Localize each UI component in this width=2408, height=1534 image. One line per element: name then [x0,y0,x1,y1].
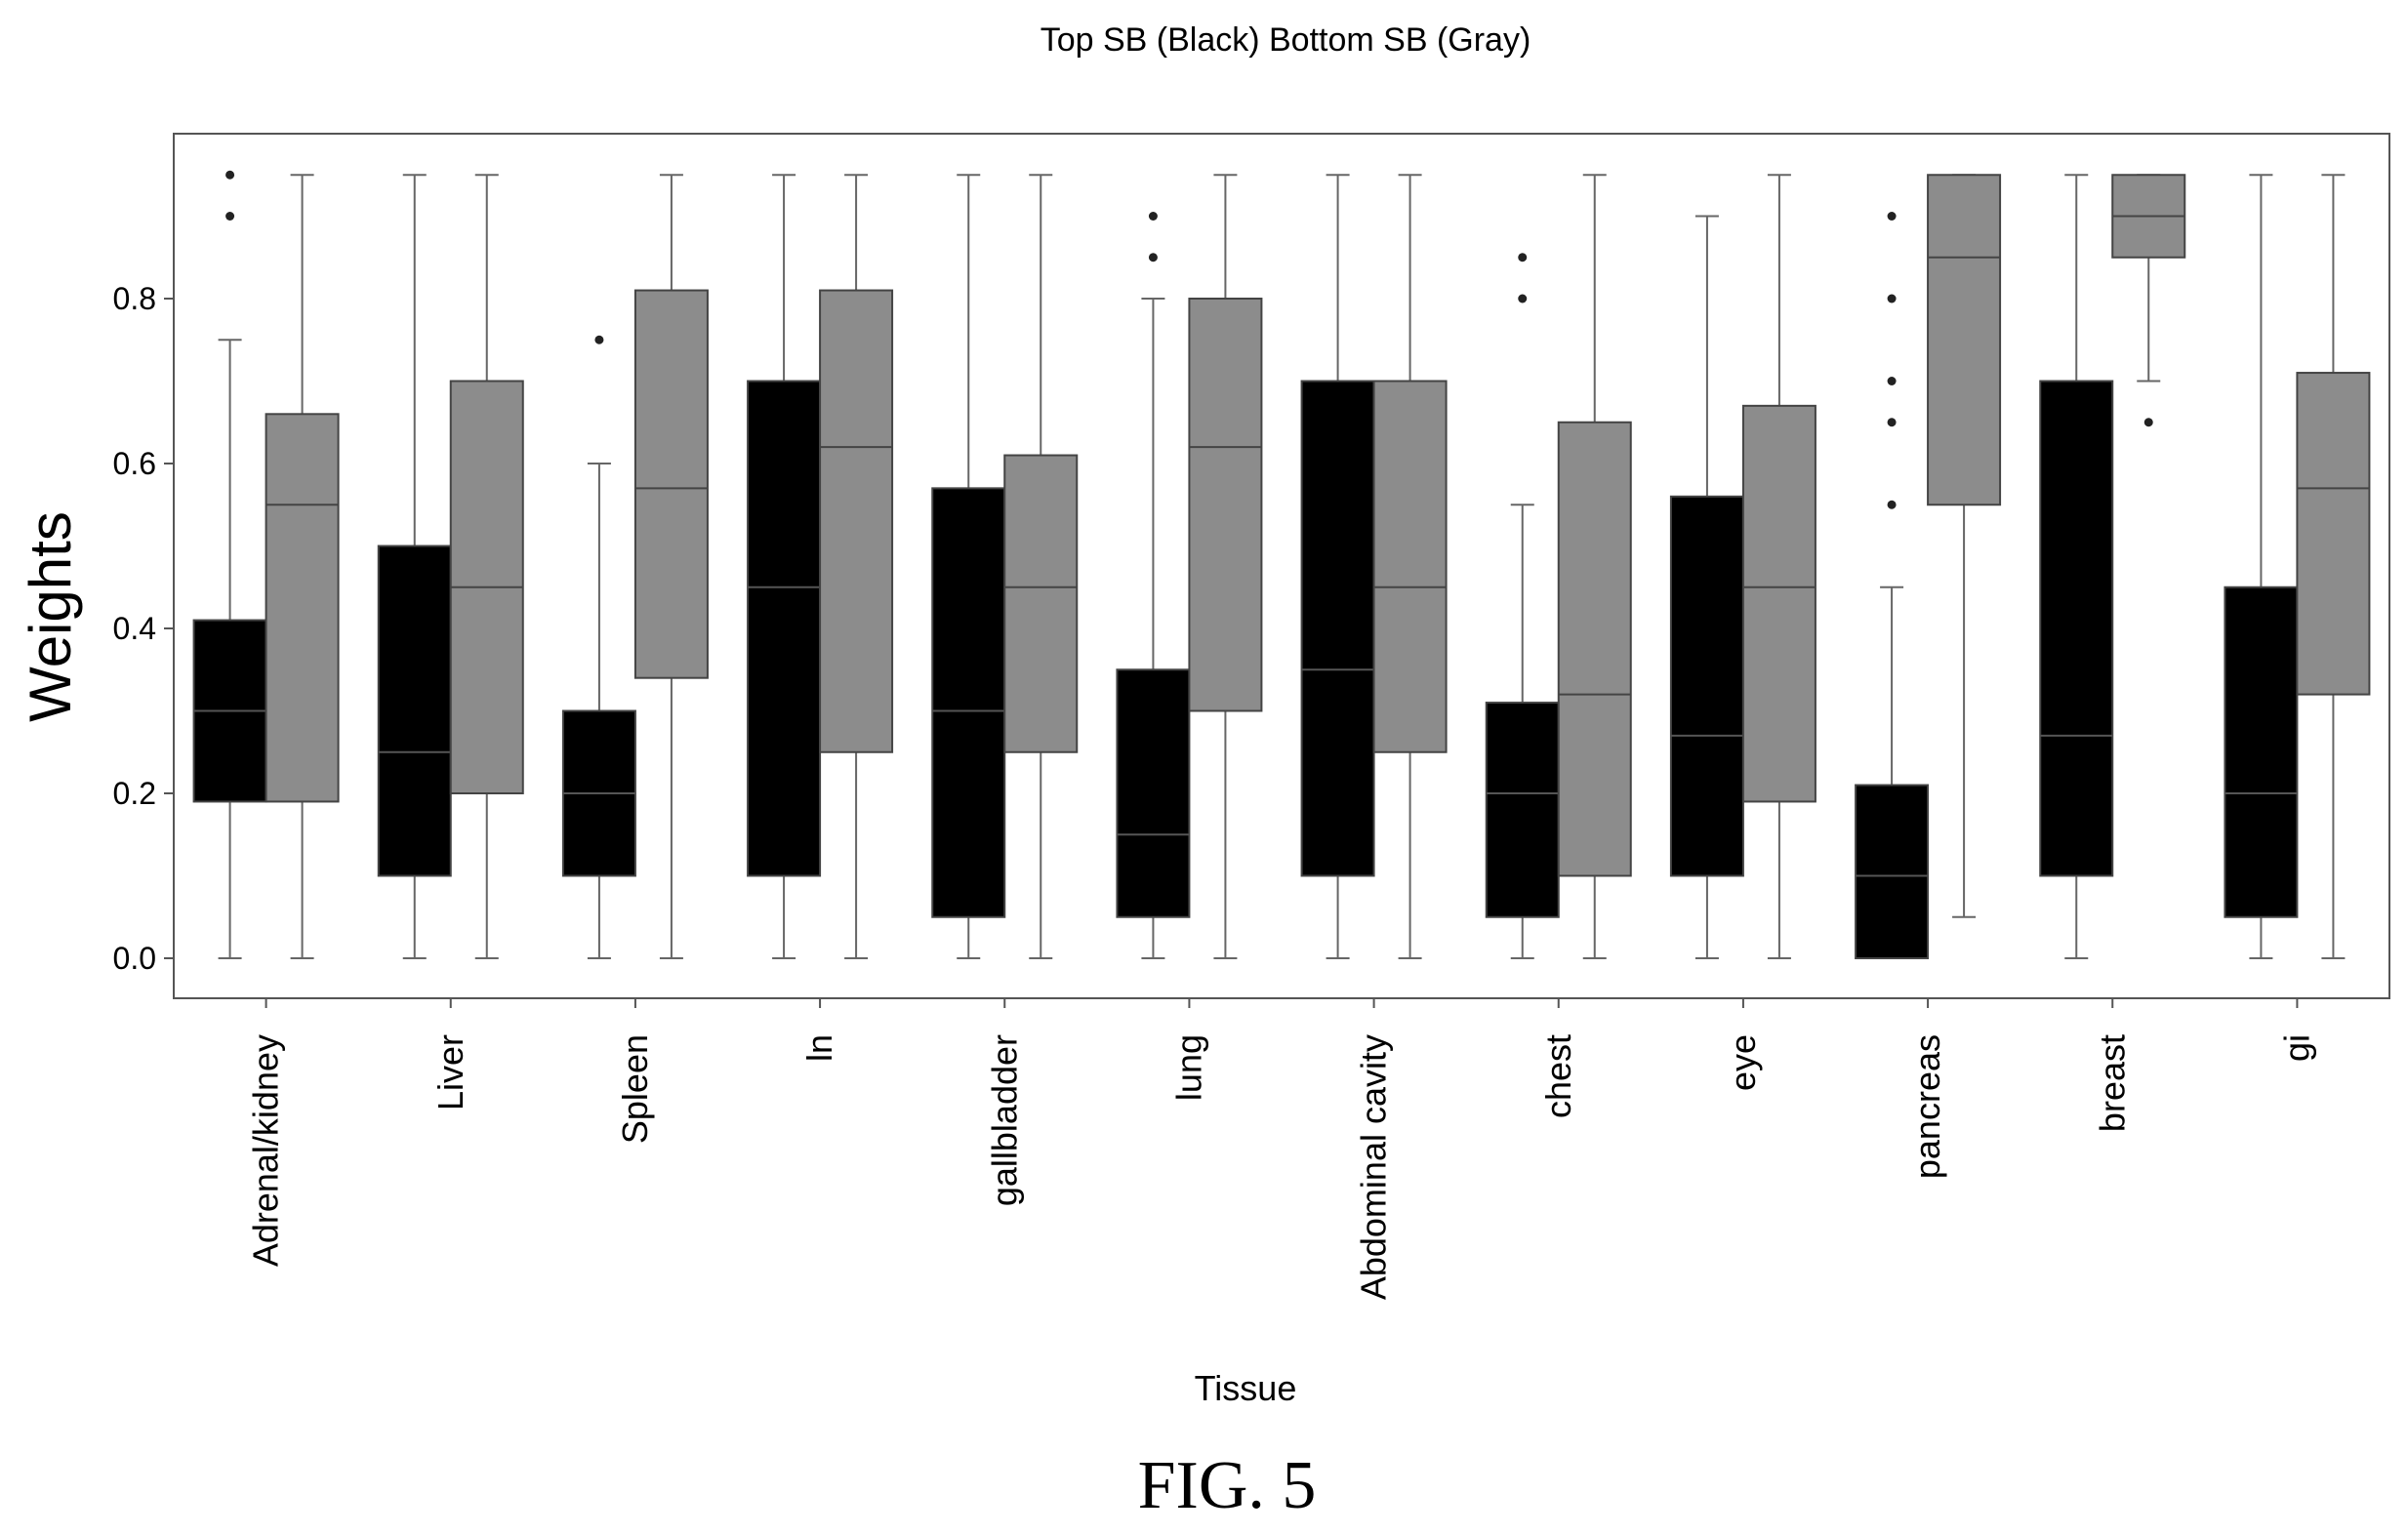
bottom-box-1 [449,174,524,959]
top-box-9 [1855,212,1930,959]
iqr-box [1485,702,1560,918]
bottom-box-6 [1372,174,1448,959]
outlier-point [1518,253,1528,262]
iqr-box [377,545,452,877]
plot-area [192,170,2371,959]
bottom-box-8 [1741,174,1816,959]
bottom-box-2 [633,174,709,959]
x-category-label: lung [1168,1034,1208,1101]
iqr-box [1669,495,1744,877]
x-category-label: gallbladder [984,1034,1024,1206]
y-tick-label: 0.8 [113,281,156,316]
top-box-5 [1116,212,1191,959]
top-box-4 [931,174,1006,959]
bottom-box-7 [1557,174,1632,959]
top-box-0 [192,170,267,959]
x-axis: Adrenal/kidney Liver Spleen ln gallbladder lu… [246,998,2316,1300]
iqr-box [1855,784,1930,959]
top-box-6 [1300,174,1375,959]
bottom-box-5 [1188,174,1263,959]
x-category-label: eye [1723,1034,1763,1091]
iqr-box [747,380,822,877]
x-category-label: pancreas [1907,1034,1947,1179]
top-box-8 [1669,215,1744,959]
top-box-1 [377,174,452,959]
iqr-box [1927,174,2002,506]
iqr-box [1188,298,1263,712]
iqr-box [633,289,709,679]
x-axis-label: Tissue [1195,1368,1297,1408]
iqr-box [819,289,894,753]
x-category-label: Abdominal cavity [1354,1034,1394,1300]
x-category-label: ln [799,1034,839,1062]
y-tick-label: 0.6 [113,446,156,481]
x-category-label: Adrenal/kidney [246,1034,286,1267]
iqr-box [2039,380,2114,877]
iqr-box [1116,668,1191,918]
top-box-11 [2224,174,2299,959]
y-tick-label: 0.0 [113,941,156,976]
y-axis-label: Weights [18,511,83,722]
iqr-box [265,413,340,803]
bottom-box-9 [1927,174,2002,918]
iqr-box [931,487,1006,918]
x-category-label: gi [2276,1034,2316,1062]
top-box-2 [561,335,636,959]
x-category-label: Liver [430,1034,470,1110]
outlier-point [1887,212,1897,221]
outlier-point [1518,294,1528,303]
outlier-point [1887,377,1897,385]
x-category-label: breast [2092,1034,2132,1132]
y-axis: 0.0 0.2 0.4 0.6 0.8 [113,281,174,976]
bottom-box-3 [819,174,894,959]
outlier-point [1887,500,1897,509]
y-tick-label: 0.2 [113,776,156,811]
outlier-point [1887,294,1897,303]
outlier-point [225,170,235,180]
outlier-point [225,212,235,221]
chart-title: Top SB (Black) Bottom SB (Gray) [1041,21,1531,59]
bottom-box-10 [2111,174,2186,427]
iqr-box [1003,454,1079,753]
iqr-box [2224,585,2299,918]
outlier-point [1148,253,1158,262]
bottom-box-4 [1003,174,1079,959]
plot-frame [173,133,2390,999]
outlier-point [594,335,604,344]
iqr-box [2296,372,2371,696]
iqr-box [1300,380,1375,877]
bottom-box-11 [2296,174,2371,959]
outlier-point [2143,418,2153,427]
iqr-box [1741,404,1816,803]
iqr-box [1372,380,1448,753]
iqr-box [1557,421,1632,877]
x-category-label: Spleen [615,1034,655,1144]
figure-caption: FIG. 5 [1138,1448,1317,1523]
top-box-10 [2039,174,2114,959]
top-box-7 [1485,253,1560,959]
bottom-box-0 [265,174,340,959]
top-box-3 [747,174,822,959]
outlier-point [1148,212,1158,221]
y-tick-label: 0.4 [113,611,156,646]
x-category-label: chest [1538,1034,1578,1118]
outlier-point [1887,418,1897,427]
